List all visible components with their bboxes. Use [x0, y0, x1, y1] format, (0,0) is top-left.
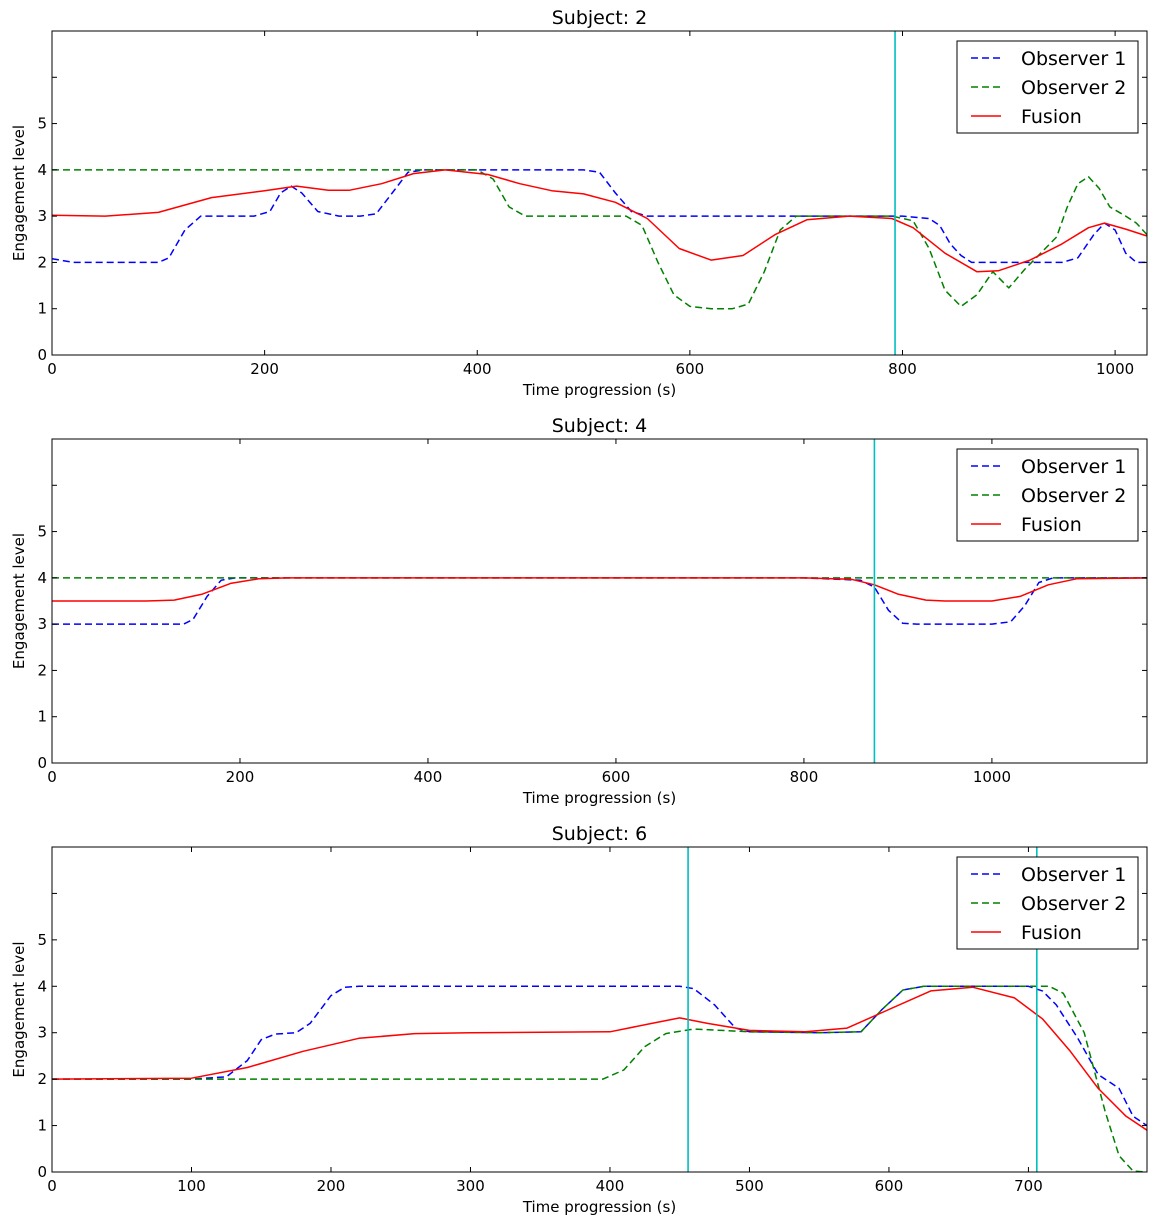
x-tick-label: 0 [47, 768, 57, 786]
chart-panel-2: Subject: 4 0 200 400 600 800 1000 0 1 2 3 4 5 Time pr… [10, 415, 1148, 807]
x-tick-label: 400 [463, 360, 492, 378]
y-tick-label: 5 [37, 931, 47, 949]
x-tick-label: 100 [177, 1177, 206, 1195]
x-tick-label: 600 [875, 1177, 904, 1195]
chart-panel-3: Subject: 6 0 100 200 300 400 500 600 700 0 1 2 3 4 5 Ti… [10, 823, 1148, 1216]
series-line-observer-1 [52, 169, 1147, 264]
x-tick-label: 200 [317, 1177, 346, 1195]
y-tick-label: 0 [37, 1163, 47, 1181]
y-tick-label: 4 [37, 977, 47, 995]
y-tick-label: 5 [37, 115, 47, 133]
y-tick-label: 5 [37, 523, 47, 541]
legend-label: Observer 1 [1021, 48, 1126, 70]
series-line-observer-2 [52, 985, 1147, 1172]
x-tick-label: 700 [1014, 1177, 1043, 1195]
x-tick-label: 800 [888, 360, 917, 378]
series-line-observer-2 [52, 169, 1147, 310]
axes-frame [51, 846, 1148, 1173]
y-tick-label: 4 [37, 161, 47, 179]
plot-area [52, 439, 1147, 763]
x-axis-label: Time progression (s) [522, 381, 676, 399]
axes-frame [51, 30, 1148, 356]
y-tick-label: 2 [37, 661, 47, 679]
x-tick-label: 600 [602, 768, 631, 786]
y-tick-label: 4 [37, 569, 47, 587]
x-tick-label: 200 [226, 768, 255, 786]
legend-label: Fusion [1021, 106, 1082, 128]
y-axis-label: Engagement level [10, 533, 28, 669]
y-tick-label: 1 [37, 300, 47, 318]
y-tick-label: 3 [37, 615, 47, 633]
x-tick-label: 0 [47, 1177, 57, 1195]
series-line-observer-1 [52, 985, 1147, 1127]
legend-label: Fusion [1021, 514, 1082, 536]
x-tick-label: 400 [596, 1177, 625, 1195]
x-axis-label: Time progression (s) [522, 1198, 676, 1216]
x-tick-label: 1000 [1096, 360, 1134, 378]
x-tick-label: 0 [47, 360, 57, 378]
x-tick-label: 600 [676, 360, 705, 378]
x-axis-label: Time progression (s) [522, 789, 676, 807]
chart-title: Subject: 2 [552, 7, 648, 29]
y-axis-label: Engagement level [10, 941, 28, 1077]
legend: Observer 1 Observer 2 Fusion [956, 448, 1139, 542]
legend: Observer 1 Observer 2 Fusion [956, 856, 1139, 950]
x-tick-label: 500 [735, 1177, 764, 1195]
y-tick-label: 3 [37, 207, 47, 225]
legend-label: Observer 2 [1021, 485, 1126, 507]
y-tick-label: 2 [37, 1070, 47, 1088]
series-line-fusion [52, 986, 1147, 1131]
legend: Observer 1 Observer 2 Fusion [956, 40, 1139, 134]
y-tick-label: 2 [37, 253, 47, 271]
axes-frame [51, 438, 1148, 764]
plot-area [52, 31, 1147, 355]
y-tick-label: 0 [37, 754, 47, 772]
y-axis-label: Engagement level [10, 125, 28, 261]
x-tick-label: 300 [456, 1177, 485, 1195]
chart-title: Subject: 4 [552, 415, 648, 437]
series-line-observer-1 [52, 577, 1147, 625]
legend-label: Observer 2 [1021, 77, 1126, 99]
y-tick-label: 3 [37, 1024, 47, 1042]
y-tick-label: 0 [37, 346, 47, 364]
series-line-fusion [52, 577, 1147, 602]
chart-title: Subject: 6 [552, 823, 648, 845]
x-tick-label: 200 [250, 360, 279, 378]
y-tick-label: 1 [37, 1117, 47, 1135]
legend-label: Fusion [1021, 922, 1082, 944]
x-tick-label: 400 [414, 768, 443, 786]
chart-panel-1: Subject: 2 0 200 400 600 800 1000 0 1 2 3 4 5 Time pr… [10, 7, 1148, 399]
legend-label: Observer 1 [1021, 456, 1126, 478]
x-tick-label: 1000 [973, 768, 1011, 786]
legend-label: Observer 2 [1021, 893, 1126, 915]
y-tick-label: 1 [37, 708, 47, 726]
series-line-fusion [52, 169, 1147, 273]
x-tick-label: 800 [790, 768, 819, 786]
legend-label: Observer 1 [1021, 864, 1126, 886]
